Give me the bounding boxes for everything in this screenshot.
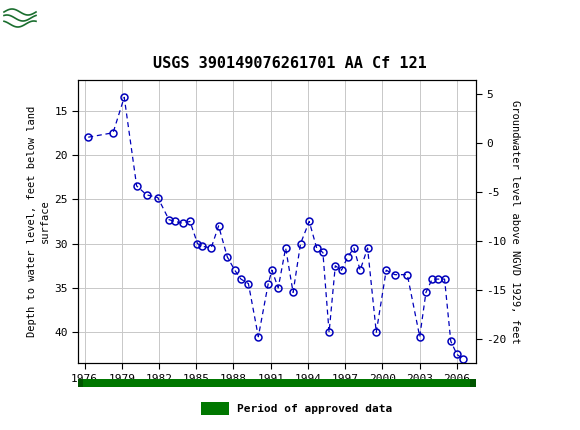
Text: USGS 390149076261701 AA Cf 121: USGS 390149076261701 AA Cf 121 <box>153 56 427 71</box>
Y-axis label: Depth to water level, feet below land
surface: Depth to water level, feet below land su… <box>27 106 50 337</box>
Text: USGS: USGS <box>40 11 95 29</box>
Bar <box>2 3 70 37</box>
Bar <box>78 379 84 387</box>
Bar <box>201 402 229 415</box>
Bar <box>470 379 476 387</box>
Y-axis label: Groundwater level above NGVD 1929, feet: Groundwater level above NGVD 1929, feet <box>510 100 520 343</box>
Text: Period of approved data: Period of approved data <box>237 403 393 414</box>
